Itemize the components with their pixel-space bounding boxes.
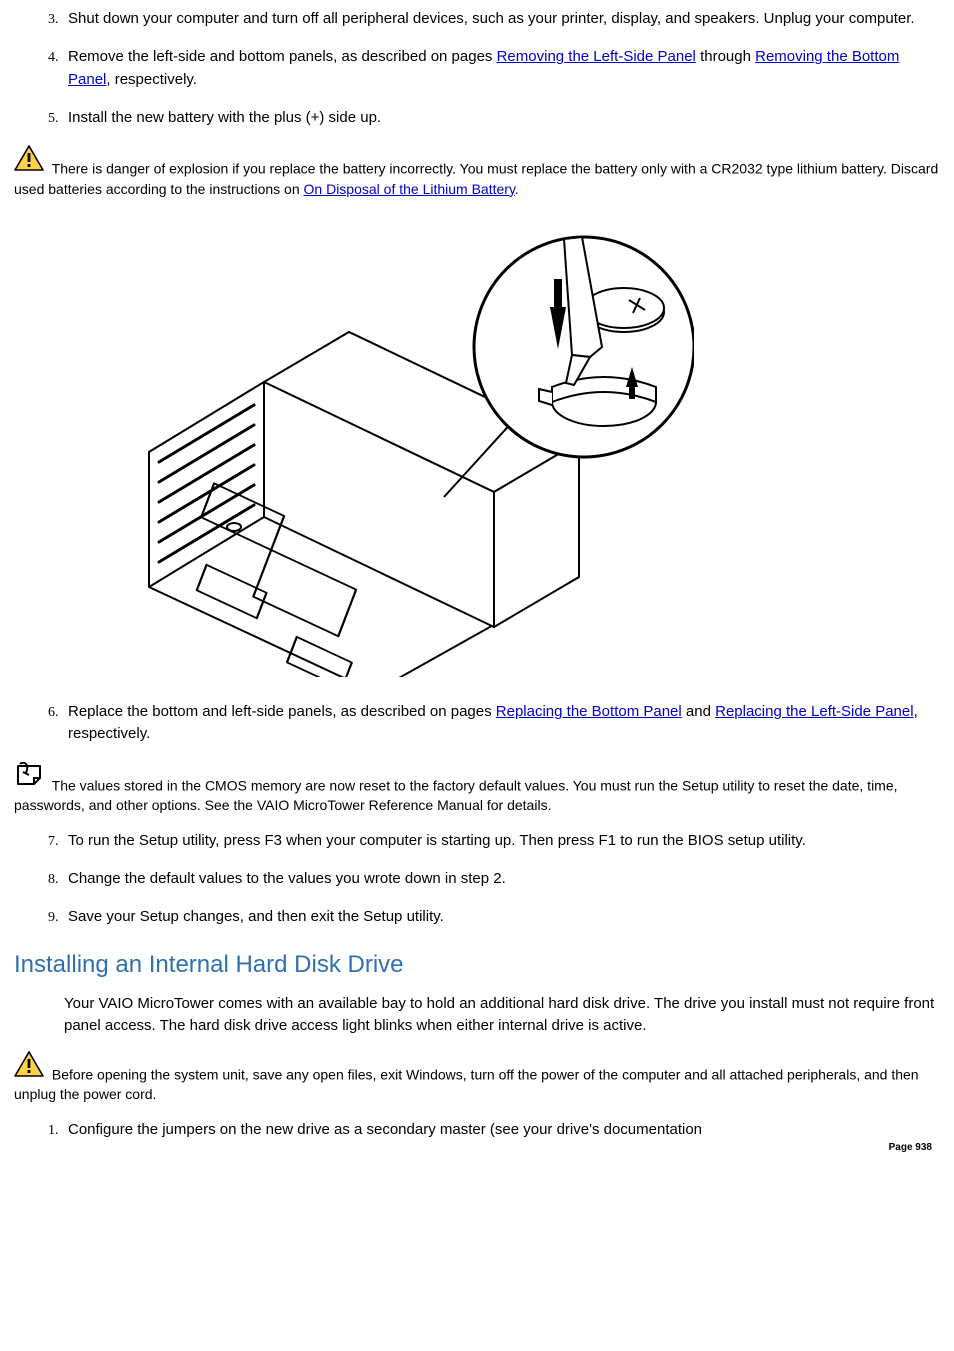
warning-text: Before opening the system unit, save any… xyxy=(14,1066,919,1102)
steps-list-d: Configure the jumpers on the new drive a… xyxy=(14,1119,940,1141)
step-item: Replace the bottom and left-side panels,… xyxy=(62,701,940,746)
steps-list-a: Shut down your computer and turn off all… xyxy=(14,8,940,129)
step-text: To run the Setup utility, press F3 when … xyxy=(68,832,806,849)
link-replacing-left-panel[interactable]: Replacing the Left-Side Panel xyxy=(715,703,913,720)
note-callout: The values stored in the CMOS memory are… xyxy=(14,762,940,816)
note-text: The values stored in the CMOS memory are… xyxy=(14,777,898,813)
step-text: Shut down your computer and turn off all… xyxy=(68,10,915,27)
step-text: Configure the jumpers on the new drive a… xyxy=(68,1121,702,1138)
steps-list-c: To run the Setup utility, press F3 when … xyxy=(14,830,940,929)
step-text-part: Remove the left-side and bottom panels, … xyxy=(68,48,497,65)
warning-text-part: . xyxy=(515,181,519,197)
step-text: Install the new battery with the plus (+… xyxy=(68,109,381,126)
link-removing-left-panel[interactable]: Removing the Left-Side Panel xyxy=(497,48,696,65)
step-item: Change the default values to the values … xyxy=(62,868,940,890)
step-text-part: and xyxy=(686,703,715,720)
step-text: Save your Setup changes, and then exit t… xyxy=(68,908,444,925)
step-item: Save your Setup changes, and then exit t… xyxy=(62,906,940,928)
page-number: Page 938 xyxy=(889,1141,932,1156)
warning-callout: Before opening the system unit, save any… xyxy=(14,1051,940,1105)
step-item: Configure the jumpers on the new drive a… xyxy=(62,1119,940,1141)
step-text: Change the default values to the values … xyxy=(68,870,506,887)
link-replacing-bottom-panel[interactable]: Replacing the Bottom Panel xyxy=(496,703,682,720)
steps-list-b: Replace the bottom and left-side panels,… xyxy=(14,701,940,746)
step-item: Shut down your computer and turn off all… xyxy=(62,8,940,30)
section-body: Your VAIO MicroTower comes with an avail… xyxy=(64,993,940,1037)
step-text-part: through xyxy=(700,48,755,65)
step-text-part: Replace the bottom and left-side panels,… xyxy=(68,703,496,720)
step-text-part: , respectively. xyxy=(106,71,197,88)
warning-icon xyxy=(14,145,44,176)
step-item: Install the new battery with the plus (+… xyxy=(62,107,940,129)
section-title: Installing an Internal Hard Disk Drive xyxy=(14,948,940,983)
battery-install-figure xyxy=(104,217,940,677)
warning-icon xyxy=(14,1051,44,1082)
step-item: To run the Setup utility, press F3 when … xyxy=(62,830,940,852)
warning-callout: There is danger of explosion if you repl… xyxy=(14,145,940,199)
link-disposal-lithium[interactable]: On Disposal of the Lithium Battery xyxy=(304,181,515,197)
note-icon xyxy=(14,762,44,793)
step-item: Remove the left-side and bottom panels, … xyxy=(62,46,940,91)
